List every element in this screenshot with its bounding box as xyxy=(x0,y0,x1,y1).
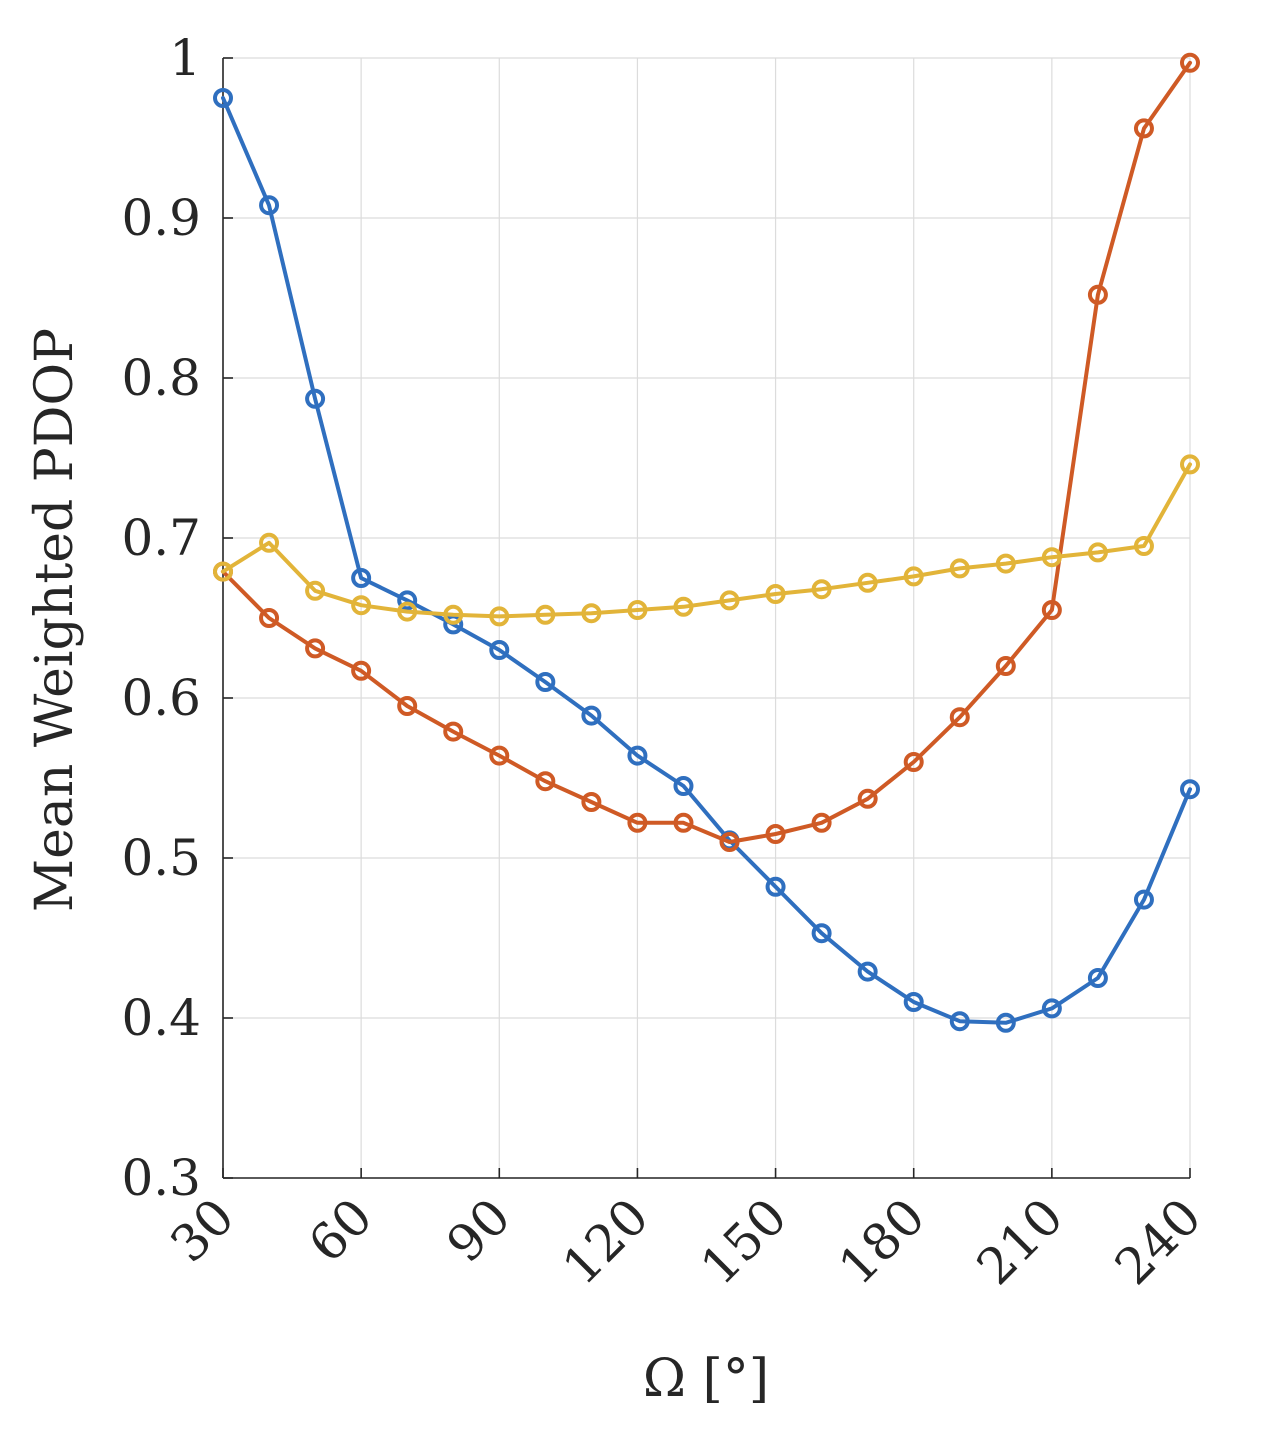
data-point-blue xyxy=(1180,779,1200,800)
x-tick-label: 210 xyxy=(966,1187,1074,1295)
x-tick-label: 240 xyxy=(1104,1187,1212,1295)
x-tick-label: 180 xyxy=(828,1187,936,1295)
data-point-yellow xyxy=(1087,542,1108,563)
data-point-orange xyxy=(1087,284,1108,305)
data-point-blue xyxy=(213,88,233,108)
data-point-orange xyxy=(397,696,418,716)
y-tick-label: 1 xyxy=(169,29,201,87)
data-point-orange xyxy=(857,788,878,809)
y-tick-label: 0.8 xyxy=(121,349,201,407)
data-point-blue xyxy=(535,672,556,692)
data-point-blue xyxy=(627,745,648,766)
data-point-blue xyxy=(673,776,694,796)
data-point-yellow xyxy=(1041,547,1062,568)
data-point-blue xyxy=(857,961,878,982)
x-axis-label: Ω [°] xyxy=(643,1349,769,1409)
data-point-orange xyxy=(1180,52,1200,73)
data-point-blue xyxy=(1133,889,1154,910)
data-point-orange xyxy=(673,812,694,833)
y-tick-label: 0.3 xyxy=(121,1149,201,1207)
data-point-yellow xyxy=(949,558,970,579)
x-tick-label: 90 xyxy=(436,1187,522,1273)
data-point-orange xyxy=(903,752,924,772)
x-tick-label: 60 xyxy=(298,1187,384,1273)
data-point-orange xyxy=(627,812,648,833)
x-tick-label: 120 xyxy=(551,1187,659,1295)
data-point-blue xyxy=(581,705,602,726)
data-point-yellow xyxy=(719,590,740,611)
data-point-orange xyxy=(259,608,280,628)
data-point-yellow xyxy=(443,604,464,625)
data-point-orange xyxy=(535,771,556,792)
data-point-yellow xyxy=(903,566,924,587)
data-point-blue xyxy=(351,568,372,588)
data-point-blue xyxy=(1087,968,1108,988)
data-point-blue xyxy=(305,388,326,409)
data-point-yellow xyxy=(397,601,418,622)
data-point-orange xyxy=(1133,118,1154,139)
data-point-orange xyxy=(995,656,1016,676)
data-point-yellow xyxy=(213,561,233,582)
data-point-orange xyxy=(305,638,326,659)
data-point-yellow xyxy=(351,595,372,616)
data-point-yellow xyxy=(259,532,280,553)
data-point-blue xyxy=(949,1011,970,1032)
data-point-blue xyxy=(397,590,418,611)
y-axis-label: Mean Weighted PDOP xyxy=(25,328,85,912)
y-tick-label: 0.4 xyxy=(121,989,201,1047)
data-point-yellow xyxy=(627,600,648,620)
data-point-blue xyxy=(903,992,924,1012)
series-line-blue xyxy=(221,96,1192,1025)
data-point-yellow xyxy=(581,603,602,624)
data-point-orange xyxy=(949,707,970,728)
x-tick-labels: 30 60 90 120 150 180 210 240 xyxy=(159,1187,1212,1295)
data-point-yellow xyxy=(305,580,326,601)
data-point-yellow xyxy=(1133,536,1154,556)
series-yellow xyxy=(213,454,1200,627)
data-point-yellow xyxy=(1180,454,1200,475)
data-point-blue xyxy=(489,640,510,660)
series-line-yellow xyxy=(221,462,1192,619)
series-line-orange xyxy=(221,60,1192,844)
y-tick-label: 0.7 xyxy=(121,509,201,567)
data-point-yellow xyxy=(995,553,1016,574)
data-point-orange xyxy=(351,660,372,681)
data-point-blue xyxy=(811,923,832,944)
data-point-orange xyxy=(765,824,786,844)
series-blue xyxy=(213,88,1200,1033)
data-point-blue xyxy=(259,195,280,216)
y-tick-label: 0.9 xyxy=(121,189,201,247)
data-point-yellow xyxy=(765,584,786,604)
y-tick-label: 0.6 xyxy=(121,669,201,727)
series-group xyxy=(213,52,1200,1033)
data-point-yellow xyxy=(857,572,878,593)
data-point-orange xyxy=(811,812,832,833)
data-point-blue xyxy=(1041,998,1062,1019)
data-point-yellow xyxy=(673,596,694,617)
data-point-orange xyxy=(581,792,602,812)
data-point-orange xyxy=(1041,600,1062,620)
grid xyxy=(222,57,1191,1179)
data-point-orange xyxy=(489,745,510,766)
data-point-blue xyxy=(995,1012,1016,1033)
data-point-yellow xyxy=(811,579,832,600)
axes xyxy=(222,57,1191,1179)
data-point-orange xyxy=(443,721,464,742)
data-point-yellow xyxy=(489,606,510,627)
x-tick-label: 150 xyxy=(690,1187,798,1295)
data-point-orange xyxy=(719,832,740,852)
data-point-blue xyxy=(765,876,786,897)
y-tick-labels: 0.3 0.4 0.5 0.6 0.7 0.8 0.9 1 xyxy=(121,29,201,1207)
series-orange xyxy=(213,52,1200,852)
y-tick-label: 0.5 xyxy=(121,829,201,887)
data-point-yellow xyxy=(535,604,556,625)
